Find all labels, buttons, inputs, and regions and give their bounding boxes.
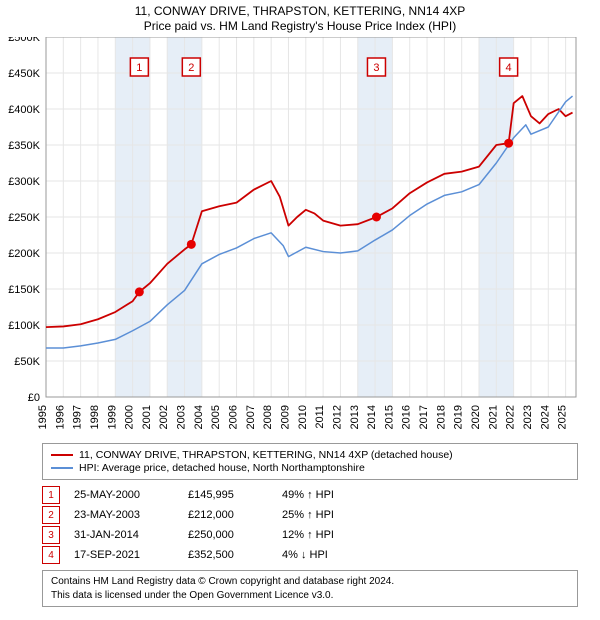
svg-text:1995: 1995: [37, 405, 49, 429]
svg-text:£450K: £450K: [8, 68, 40, 80]
legend-row: 11, CONWAY DRIVE, THRAPSTON, KETTERING, …: [51, 449, 569, 461]
event-row: 2 23-MAY-2003 £212,000 25% ↑ HPI: [42, 506, 578, 524]
svg-text:£0: £0: [28, 392, 40, 404]
event-date: 31-JAN-2014: [74, 529, 174, 541]
svg-text:1997: 1997: [72, 405, 84, 429]
sale-events-table: 1 25-MAY-2000 £145,995 49% ↑ HPI 2 23-MAY-200…: [42, 486, 578, 564]
svg-text:2005: 2005: [210, 405, 222, 429]
event-date: 25-MAY-2000: [74, 489, 174, 501]
svg-text:2024: 2024: [539, 405, 551, 429]
event-badge: 2: [42, 506, 60, 524]
svg-text:£250K: £250K: [8, 212, 40, 224]
svg-text:2015: 2015: [383, 405, 395, 429]
svg-text:£300K: £300K: [8, 176, 40, 188]
chart-area: £0 £50K £100K £150K £200K £250K £300K £350K £400…: [0, 37, 600, 435]
title-subtitle: Price paid vs. HM Land Registry's House …: [0, 19, 600, 33]
svg-text:2020: 2020: [470, 405, 482, 429]
legend-label: 11, CONWAY DRIVE, THRAPSTON, KETTERING, …: [79, 449, 453, 461]
svg-text:1999: 1999: [106, 405, 118, 429]
event-badge: 1: [42, 486, 60, 504]
svg-text:1: 1: [136, 62, 142, 74]
svg-text:2008: 2008: [262, 405, 274, 429]
svg-text:£400K: £400K: [8, 104, 40, 116]
svg-text:4: 4: [506, 62, 512, 74]
svg-text:2000: 2000: [124, 405, 136, 429]
event-price: £352,500: [188, 549, 268, 561]
svg-text:2002: 2002: [158, 405, 170, 429]
svg-text:£50K: £50K: [14, 356, 40, 368]
svg-text:2016: 2016: [401, 405, 413, 429]
svg-text:£500K: £500K: [8, 37, 40, 44]
footer-line1: Contains HM Land Registry data © Crown c…: [51, 575, 569, 589]
title-address: 11, CONWAY DRIVE, THRAPSTON, KETTERING, …: [0, 4, 600, 18]
svg-text:2014: 2014: [366, 405, 378, 429]
legend: 11, CONWAY DRIVE, THRAPSTON, KETTERING, …: [42, 443, 578, 480]
svg-text:2003: 2003: [176, 405, 188, 429]
event-badge: 4: [42, 546, 60, 564]
event-delta: 12% ↑ HPI: [282, 529, 402, 541]
event-row: 3 31-JAN-2014 £250,000 12% ↑ HPI: [42, 526, 578, 544]
legend-row: HPI: Average price, detached house, Nort…: [51, 462, 569, 474]
svg-text:£100K: £100K: [8, 320, 40, 332]
footer-line2: This data is licensed under the Open Gov…: [51, 589, 569, 603]
svg-text:2010: 2010: [297, 405, 309, 429]
event-price: £145,995: [188, 489, 268, 501]
event-date: 17-SEP-2021: [74, 549, 174, 561]
svg-text:2001: 2001: [141, 405, 153, 429]
titles: 11, CONWAY DRIVE, THRAPSTON, KETTERING, …: [0, 0, 600, 33]
svg-text:2013: 2013: [349, 405, 361, 429]
legend-swatch: [51, 467, 73, 469]
event-price: £212,000: [188, 509, 268, 521]
event-date: 23-MAY-2003: [74, 509, 174, 521]
event-badge: 3: [42, 526, 60, 544]
svg-text:£350K: £350K: [8, 140, 40, 152]
event-price: £250,000: [188, 529, 268, 541]
svg-text:2022: 2022: [505, 405, 517, 429]
attribution-footer: Contains HM Land Registry data © Crown c…: [42, 570, 578, 607]
svg-text:2023: 2023: [522, 405, 534, 429]
svg-text:2009: 2009: [279, 405, 291, 429]
svg-text:2: 2: [188, 62, 194, 74]
event-row: 1 25-MAY-2000 £145,995 49% ↑ HPI: [42, 486, 578, 504]
svg-text:3: 3: [373, 62, 379, 74]
event-delta: 49% ↑ HPI: [282, 489, 402, 501]
legend-label: HPI: Average price, detached house, Nort…: [79, 462, 365, 474]
svg-text:2011: 2011: [314, 405, 326, 429]
event-row: 4 17-SEP-2021 £352,500 4% ↓ HPI: [42, 546, 578, 564]
svg-text:2004: 2004: [193, 405, 205, 429]
svg-text:2017: 2017: [418, 405, 430, 429]
event-delta: 4% ↓ HPI: [282, 549, 402, 561]
legend-swatch: [51, 454, 73, 456]
svg-text:2021: 2021: [487, 405, 499, 429]
line-chart: £0 £50K £100K £150K £200K £250K £300K £350K £400…: [0, 37, 600, 435]
svg-text:1998: 1998: [89, 405, 101, 429]
svg-text:2019: 2019: [453, 405, 465, 429]
svg-text:£200K: £200K: [8, 248, 40, 260]
event-delta: 25% ↑ HPI: [282, 509, 402, 521]
svg-text:2018: 2018: [435, 405, 447, 429]
svg-text:£150K: £150K: [8, 284, 40, 296]
svg-text:2012: 2012: [331, 405, 343, 429]
svg-text:2006: 2006: [228, 405, 240, 429]
svg-text:1996: 1996: [54, 405, 66, 429]
svg-text:2007: 2007: [245, 405, 257, 429]
chart-container: 11, CONWAY DRIVE, THRAPSTON, KETTERING, …: [0, 0, 600, 620]
svg-text:2025: 2025: [557, 405, 569, 429]
